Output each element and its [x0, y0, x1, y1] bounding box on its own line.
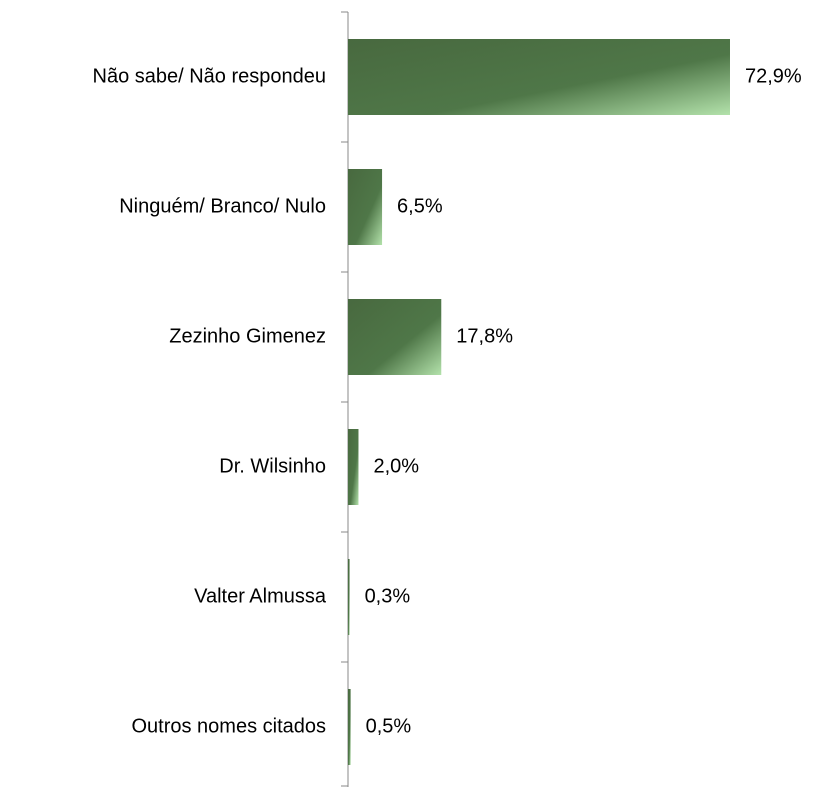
category-label: Ninguém/ Branco/ Nulo: [119, 195, 326, 217]
bar: [348, 299, 442, 375]
bar: [348, 689, 351, 765]
value-label: 0,3%: [365, 585, 411, 607]
bar: [348, 39, 730, 115]
value-label: 17,8%: [456, 325, 513, 347]
bar: [348, 559, 350, 635]
category-label: Zezinho Gimenez: [169, 325, 326, 347]
value-label: 72,9%: [745, 65, 802, 87]
bar: [348, 429, 359, 505]
category-label: Dr. Wilsinho: [219, 455, 326, 477]
category-label: Outros nomes citados: [131, 715, 326, 737]
value-label: 0,5%: [366, 715, 412, 737]
value-label: 6,5%: [397, 195, 443, 217]
value-label: 2,0%: [373, 455, 419, 477]
bar: [348, 169, 383, 245]
category-label: Valter Almussa: [194, 585, 327, 607]
category-label: Não sabe/ Não respondeu: [93, 65, 327, 87]
